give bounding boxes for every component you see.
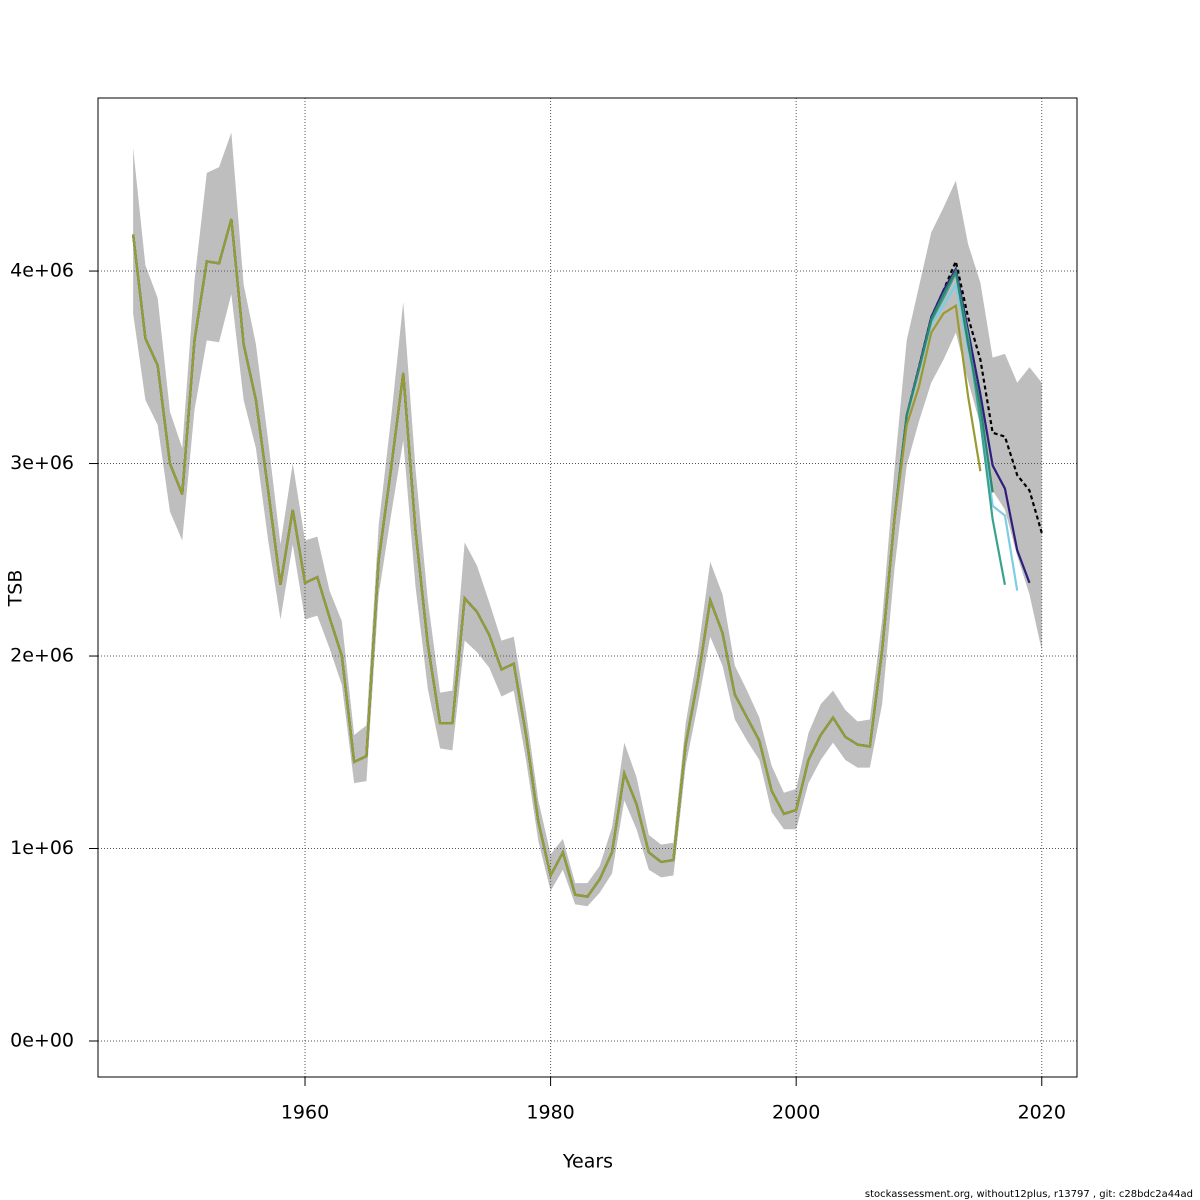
series-line — [132, 218, 1007, 898]
series-line — [132, 218, 1043, 898]
y-tick-label: 2e+06 — [10, 645, 74, 667]
series-line — [132, 218, 994, 898]
x-tick-label: 1960 — [281, 1102, 329, 1124]
series-line — [132, 218, 982, 898]
y-tick-label: 3e+06 — [10, 452, 74, 474]
x-tick-label: 1980 — [526, 1102, 574, 1124]
y-tick-label: 4e+06 — [10, 260, 74, 282]
series-line — [132, 218, 1019, 898]
x-axis-label: Years — [562, 1151, 613, 1173]
x-tick-label: 2000 — [772, 1102, 820, 1124]
y-tick-label: 1e+06 — [10, 837, 74, 859]
y-tick-label: 0e+00 — [10, 1030, 74, 1052]
y-axis-label: TSB — [5, 570, 27, 608]
x-tick-label: 2020 — [1018, 1102, 1066, 1124]
confidence-band — [133, 132, 1042, 907]
plot-frame — [97, 97, 1078, 1078]
footer: stockassessment.org, without12plus, r137… — [865, 1189, 1193, 1200]
